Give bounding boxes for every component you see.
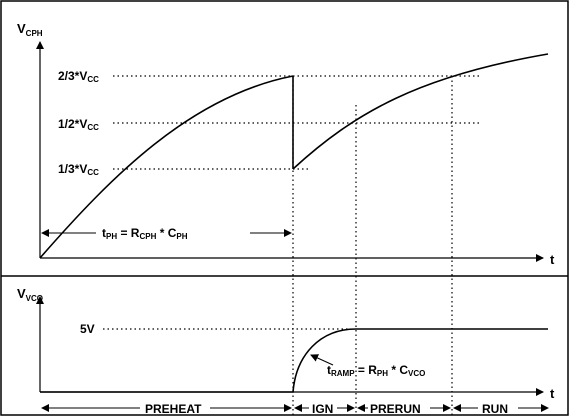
level-label-5v: 5V xyxy=(80,322,95,336)
tramp-pointer xyxy=(310,354,334,366)
tramp-equation: tRAMP = RPH * CVCO xyxy=(327,363,425,378)
phase-label-ign: IGN xyxy=(312,402,333,416)
level-label-2-3-vcc: 2/3*VCC xyxy=(58,69,99,84)
tph-equation: tPH = RCPH * CPH xyxy=(102,226,188,241)
top-y-axis-label: VCPH xyxy=(17,21,43,38)
bottom-x-axis-label: t xyxy=(550,386,555,401)
phase-label-prerun: PRERUN xyxy=(370,402,421,416)
second-charge-curve xyxy=(292,53,549,170)
level-label-1-3-vcc: 1/3*VCC xyxy=(58,162,99,177)
top-x-axis-label: t xyxy=(550,252,555,267)
bottom-y-axis-label: VVCO xyxy=(17,286,43,303)
phase-label-run: RUN xyxy=(482,402,508,416)
vco-ramp-curve xyxy=(40,328,548,393)
phase-label-preheat: PREHEAT xyxy=(145,402,202,416)
level-label-1-2-vcc: 1/2*VCC xyxy=(58,117,99,132)
preheat-charge-curve xyxy=(39,75,294,259)
